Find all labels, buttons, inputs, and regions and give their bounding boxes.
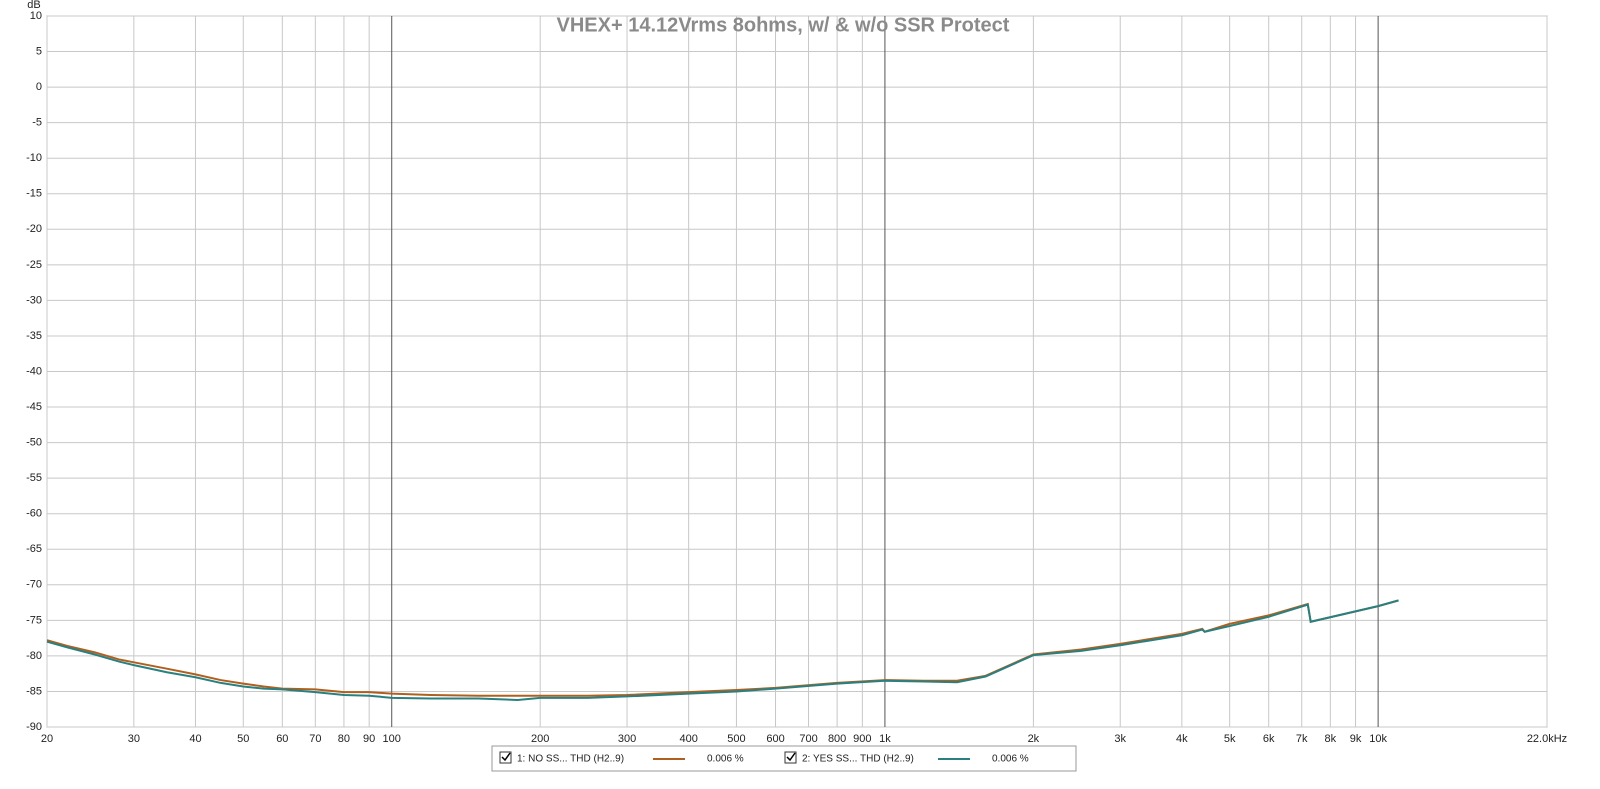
y-tick-label: -85 — [26, 685, 42, 697]
y-tick-label: -75 — [26, 614, 42, 626]
y-tick-label: -50 — [26, 437, 42, 449]
checkbox[interactable] — [499, 751, 512, 764]
x-tick-label: 50 — [237, 733, 249, 745]
y-tick-label: 0 — [36, 81, 42, 93]
y-tick-label: -5 — [32, 117, 42, 129]
y-tick-label: -65 — [26, 543, 42, 555]
x-tick-label: 40 — [189, 733, 201, 745]
x-tick-label: 70 — [309, 733, 321, 745]
y-tick-label: -80 — [26, 650, 42, 662]
y-tick-label: -15 — [26, 188, 42, 200]
x-tick-label: 30 — [128, 733, 140, 745]
y-axis-label: dB — [27, 0, 40, 11]
y-tick-label: -90 — [26, 721, 42, 733]
x-tick-label: 200 — [531, 733, 549, 745]
legend-readout: 0.006 % — [707, 754, 744, 765]
checkbox[interactable] — [784, 751, 797, 764]
x-tick-label: 7k — [1296, 733, 1308, 745]
x-tick-label: 60 — [276, 733, 288, 745]
y-tick-label: -55 — [26, 472, 42, 484]
x-tick-label: 1k — [879, 733, 891, 745]
check-mark — [786, 752, 796, 762]
y-tick-label: -60 — [26, 508, 42, 520]
y-tick-label: -30 — [26, 294, 42, 306]
y-tick-label: 5 — [36, 45, 42, 57]
y-tick-label: -45 — [26, 401, 42, 413]
x-tick-label: 4k — [1176, 733, 1188, 745]
x-tick-label: 3k — [1114, 733, 1126, 745]
x-tick-label: 8k — [1325, 733, 1337, 745]
y-tick-label: -10 — [26, 152, 42, 164]
y-tick-label: -20 — [26, 223, 42, 235]
check-mark — [501, 752, 511, 762]
chart-title: VHEX+ 14.12Vrms 8ohms, w/ & w/o SSR Prot… — [557, 14, 1010, 36]
y-tick-label: -25 — [26, 259, 42, 271]
x-tick-label: 700 — [799, 733, 817, 745]
x-tick-label: 300 — [618, 733, 636, 745]
grid — [46, 15, 1548, 728]
y-tick-label: 10 — [30, 10, 42, 22]
x-tick-label: 100 — [383, 733, 401, 745]
legend-box — [491, 745, 1077, 772]
legend-readout: 0.006 % — [992, 754, 1029, 765]
y-tick-label: -40 — [26, 365, 42, 377]
x-tick-label: 800 — [828, 733, 846, 745]
x-tick-label: 80 — [338, 733, 350, 745]
y-tick-label: -35 — [26, 330, 42, 342]
x-tick-label: 22.0kHz — [1527, 733, 1567, 745]
x-tick-label: 900 — [853, 733, 871, 745]
legend-label: 1: NO SS... THD (H2..9) — [517, 754, 624, 765]
x-tick-label: 6k — [1263, 733, 1275, 745]
x-tick-label: 400 — [679, 733, 697, 745]
x-tick-label: 9k — [1350, 733, 1362, 745]
legend-label: 2: YES SS... THD (H2..9) — [802, 754, 914, 765]
x-tick-label: 600 — [766, 733, 784, 745]
legend: 1: NO SS... THD (H2..9) 0.006 % 2: YES SS.… — [491, 745, 1077, 772]
y-tick-label: -70 — [26, 579, 42, 591]
x-tick-label: 90 — [363, 733, 375, 745]
x-tick-label: 500 — [727, 733, 745, 745]
series-line — [46, 599, 1399, 701]
x-tick-label: 20 — [41, 733, 53, 745]
x-tick-label: 2k — [1028, 733, 1040, 745]
x-tick-label: 5k — [1224, 733, 1236, 745]
x-tick-label: 10k — [1369, 733, 1387, 745]
